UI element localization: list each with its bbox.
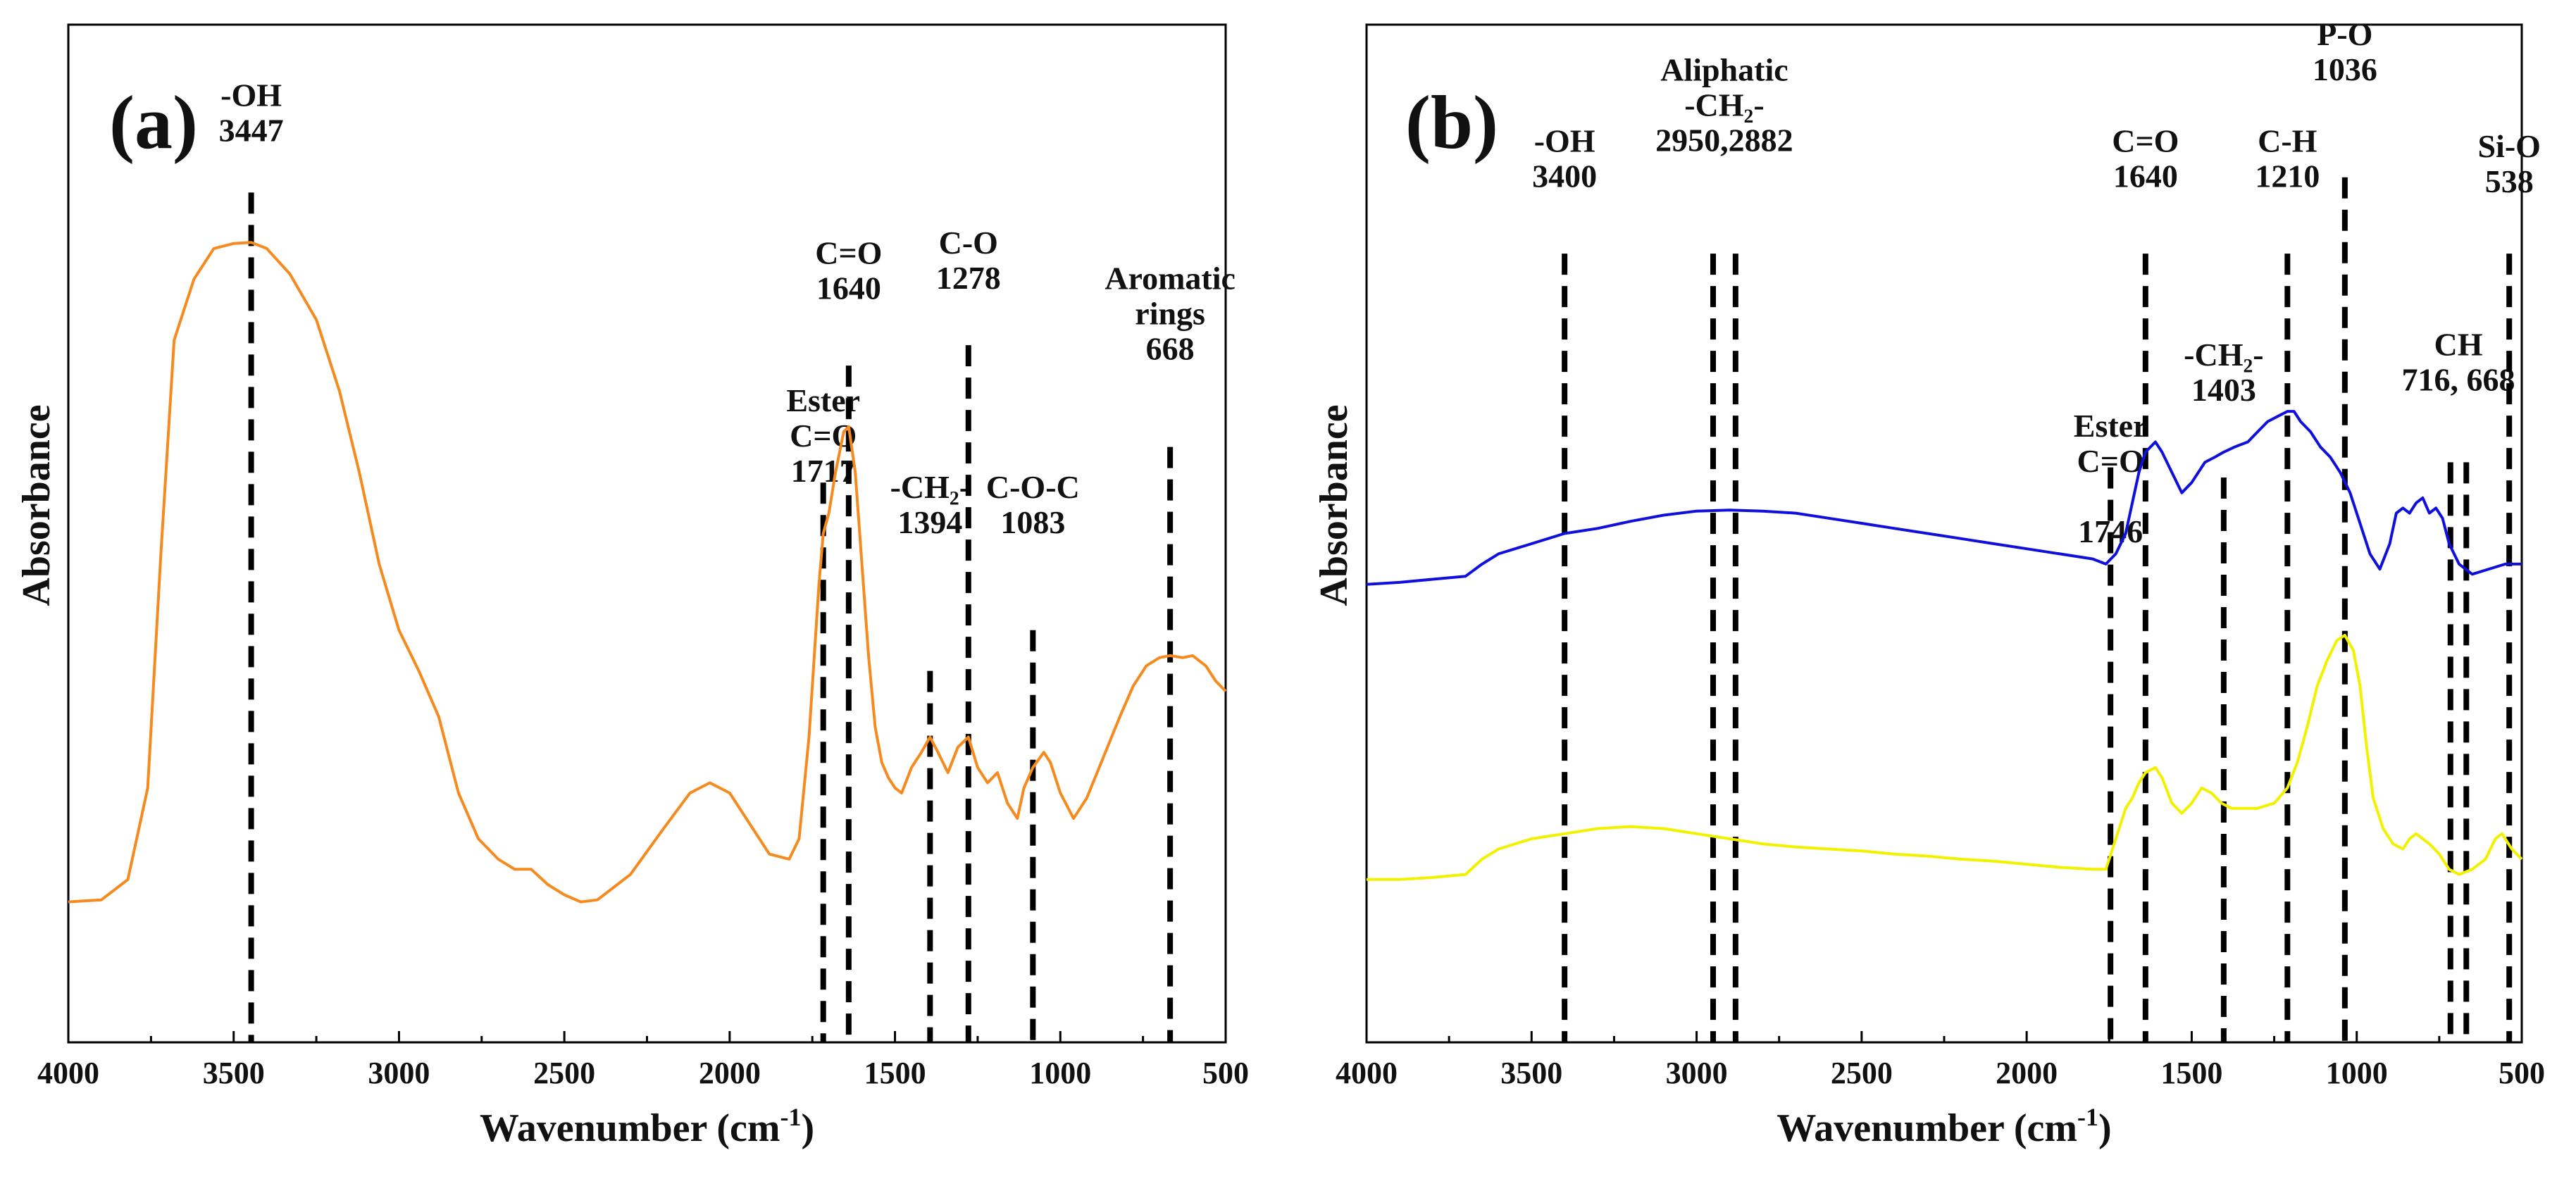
x-tick-label: 3500 (203, 1056, 265, 1090)
x-tick-label: 4000 (1336, 1056, 1398, 1090)
x-axis-label: Wavenumber (cm-1) (480, 1103, 814, 1150)
x-axis-label-main: Wavenumber (cm (1777, 1106, 2077, 1150)
annotation-label: 716, 668 (2402, 362, 2515, 398)
x-tick-label: 4000 (37, 1056, 99, 1090)
x-tick-label: 2000 (1996, 1056, 2058, 1090)
x-tick-label: 2500 (533, 1056, 595, 1090)
annotation-label: 1640 (2113, 158, 2178, 194)
x-tick-label: 1500 (2160, 1056, 2222, 1090)
annotation-label: 3447 (219, 113, 284, 149)
annotation-label: C-O (939, 225, 998, 261)
x-tick-label: 3000 (1666, 1056, 1728, 1090)
annotation-label: rings (1135, 296, 1205, 332)
annotation-label: 1746 (2078, 513, 2143, 549)
annotation-label: CH (2434, 327, 2483, 363)
annotation-label: 1403 (2191, 372, 2256, 408)
annotation-label: 3400 (1532, 158, 1597, 194)
annotation-label: 538 (2485, 163, 2534, 199)
x-axis-label-close: ) (2098, 1106, 2112, 1150)
x-tick-label: 1000 (2326, 1056, 2388, 1090)
annotation-label: Ester (2074, 408, 2148, 444)
annotation-label: P-O (2317, 16, 2372, 52)
annotation-label: C=O (790, 418, 857, 454)
annotation-label: C=O (815, 235, 882, 271)
annotation-label: -CH₂- (1684, 87, 1764, 123)
series-line-b-yellow-spectrum (1367, 634, 2523, 881)
annotation-label: 1278 (936, 260, 1001, 296)
annotation-label: 1717 (791, 453, 856, 489)
x-tick-label: 500 (2499, 1056, 2545, 1090)
panel-label: (b) (1405, 81, 1498, 165)
x-tick-label: 500 (1202, 1056, 1249, 1090)
annotation-label: C-H (2258, 123, 2317, 159)
annotation-label: C=O (2112, 123, 2179, 159)
panel-a: 4000 3500 3000 2500 2000 1500 1000 500 Wavenumbe… (15, 23, 1249, 1150)
annotation-label: Aliphatic (1660, 51, 1788, 87)
annotation-label: 668 (1146, 331, 1195, 367)
y-axis-label: Absorbance (15, 404, 58, 606)
x-tick-label: 1000 (1029, 1056, 1091, 1090)
annotation-label: -CH₂- (890, 469, 970, 505)
x-tick-label: 1500 (864, 1056, 926, 1090)
x-axis-label: Wavenumber (cm-1) (1777, 1103, 2111, 1150)
series-line-b-blue-spectrum (1366, 410, 2522, 586)
annotation-label: -CH₂- (2184, 337, 2263, 373)
annotation-label: -OH (1534, 123, 1595, 159)
panel-b: 4000 3500 3000 2500 2000 1500 1000 500 Wavenumbe… (1312, 16, 2545, 1150)
x-tick-label: 2000 (699, 1056, 761, 1090)
x-tick-label: 3000 (368, 1056, 430, 1090)
series-line-a-spectrum (68, 241, 1227, 904)
annotation-label: 1210 (2255, 158, 2320, 194)
x-axis-label-main: Wavenumber (cm (480, 1106, 780, 1150)
annotation-label: Si-O (2477, 128, 2540, 164)
annotation-label: -OH (220, 77, 282, 113)
annotation-label: 1640 (816, 270, 881, 306)
annotation-label: 1036 (2313, 51, 2377, 87)
annotation-label: 2950,2882 (1655, 122, 1793, 158)
x-axis-label-close: ) (802, 1106, 815, 1150)
annotation-label: 1394 (897, 504, 962, 540)
y-axis-label: Absorbance (1312, 404, 1356, 606)
annotation-label: 1083 (1000, 504, 1065, 540)
x-axis-label-superscript: -1 (780, 1103, 802, 1131)
panel-label: (a) (109, 81, 198, 165)
x-tick-label: 2500 (1831, 1056, 1893, 1090)
x-tick-label: 3500 (1500, 1056, 1562, 1090)
annotation-label: C=O (2077, 443, 2144, 479)
x-axis-label-superscript: -1 (2077, 1103, 2098, 1131)
annotation-label: C-O-C (986, 469, 1080, 505)
annotation-label: Aromatic (1105, 261, 1236, 296)
